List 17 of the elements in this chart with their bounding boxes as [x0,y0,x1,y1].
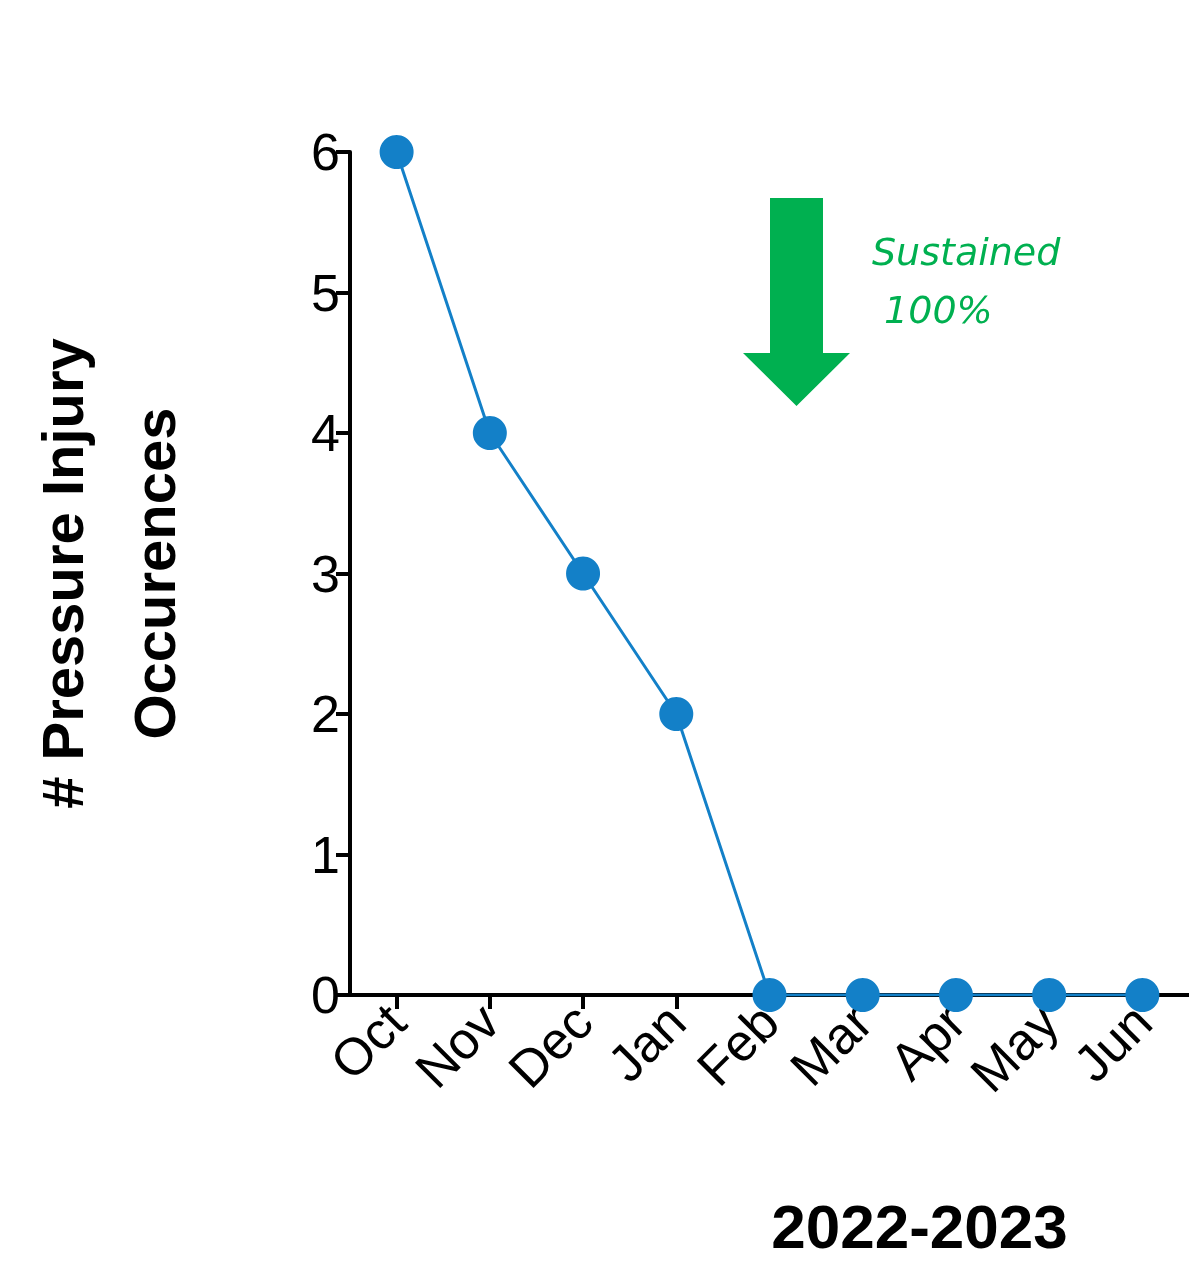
y-tick-label: 5 [311,263,340,322]
x-axis-title: 2022-2023 [771,1191,1068,1261]
y-tick-label: 1 [311,825,340,884]
y-tick-label: 4 [311,404,340,462]
y-tick-label: 2 [311,685,340,743]
point [659,697,694,731]
point [566,556,601,591]
y-axis-title: # Pressure Injury Occurences [29,338,187,809]
x-tick-label: Mar [778,992,884,1097]
point [379,135,414,169]
x-tick-label: Jun [1062,992,1163,1093]
annotation: Sustained 100% [872,230,1062,332]
point [752,978,787,1012]
y-tick-label: 6 [311,123,340,181]
point [1125,978,1160,1012]
y-tick-label: 3 [311,544,340,603]
point [472,416,507,450]
